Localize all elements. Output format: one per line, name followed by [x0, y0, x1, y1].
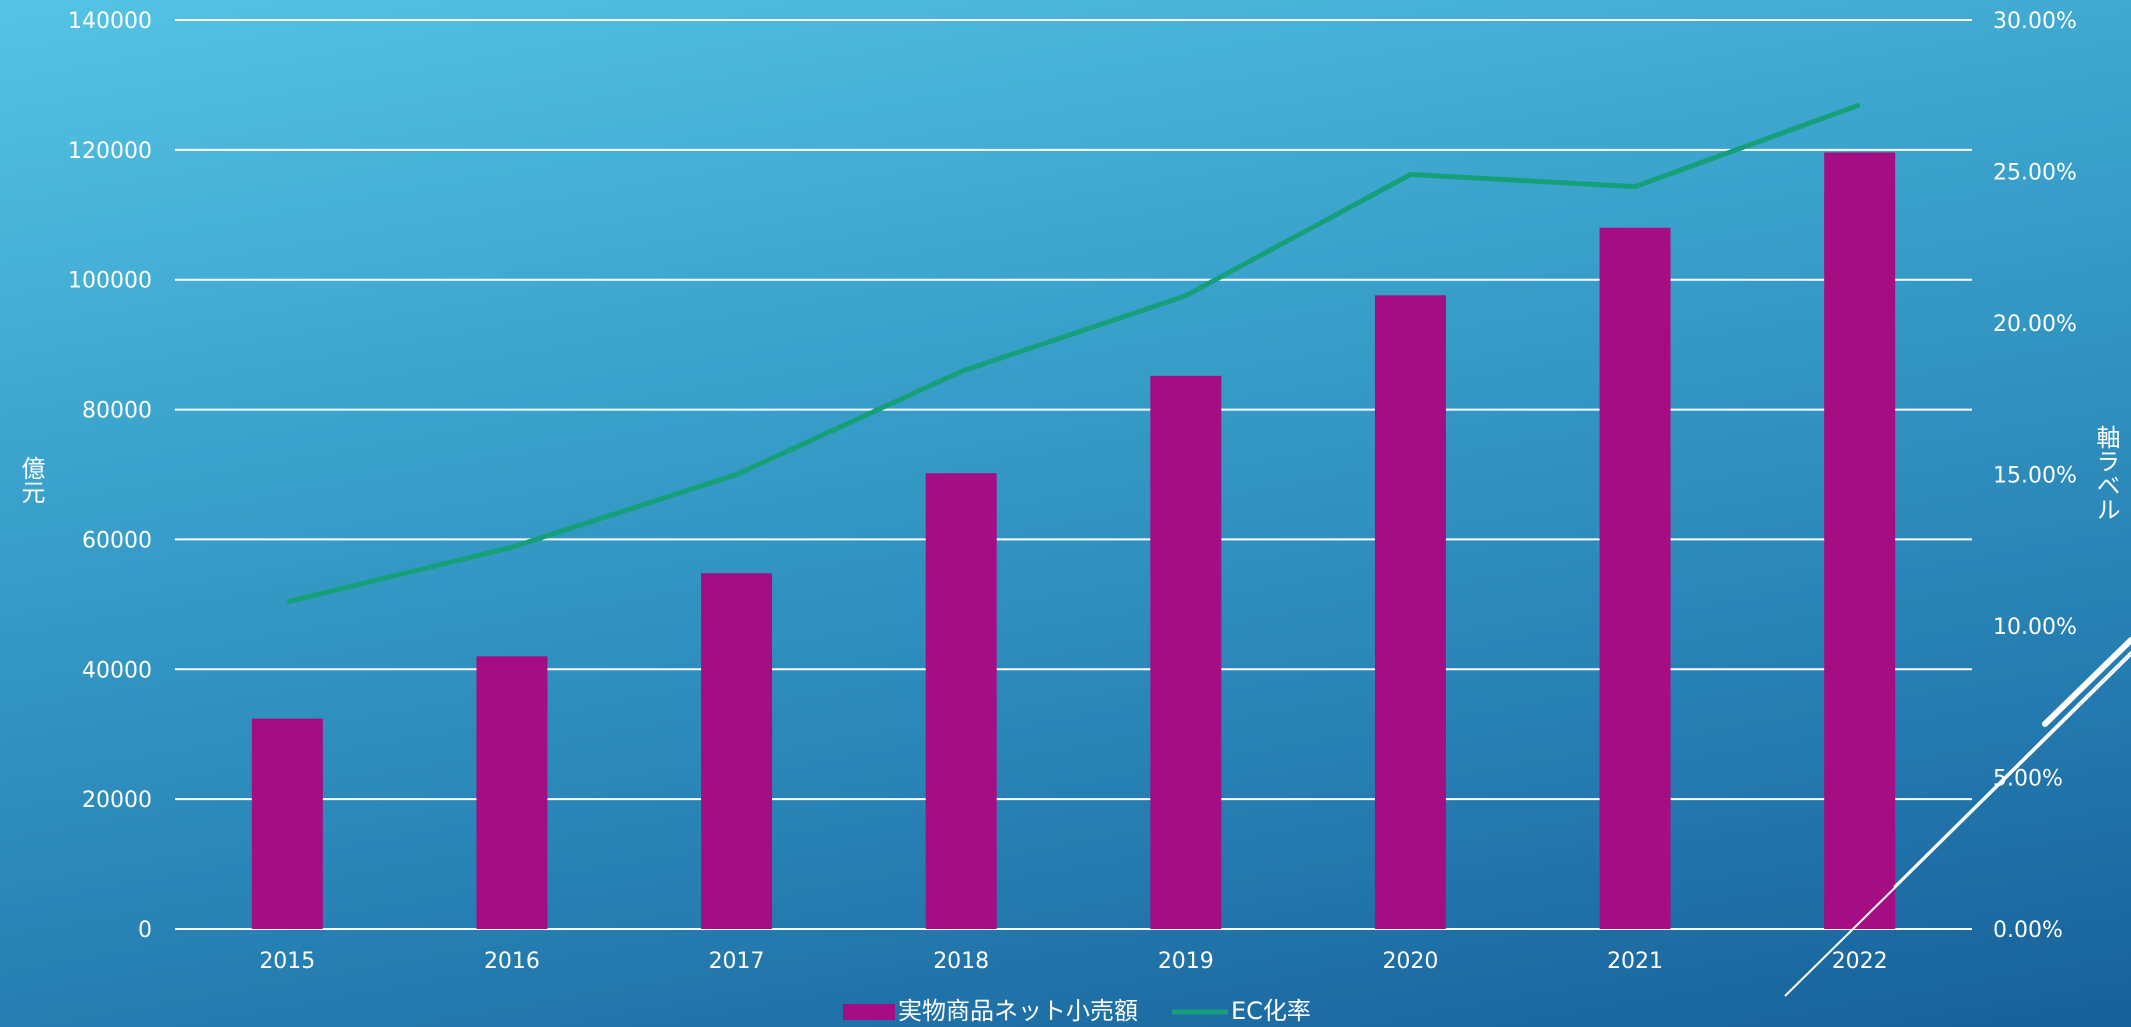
bar-series — [251, 152, 1896, 930]
bar — [1374, 295, 1446, 930]
bar — [1599, 227, 1671, 929]
x-tick-label: 2021 — [1607, 949, 1663, 974]
x-tick-label: 2022 — [1832, 949, 1888, 974]
left-axis-ticks: 0 20000 40000 60000 80000 100000 120000 140000 — [68, 9, 152, 943]
legend: 実物商品ネット小売額 EC化率 — [843, 997, 1311, 1025]
legend-label-bars: 実物商品ネット小売額 — [898, 997, 1138, 1025]
bar — [251, 718, 323, 929]
bar — [1824, 152, 1896, 929]
right-tick-label: 15.00% — [1993, 464, 2077, 489]
right-axis-ticks: 0.00%5.00%10.00%15.00%20.00%25.00%30.00% — [1993, 9, 2077, 943]
left-tick-label: 100000 — [68, 269, 152, 294]
legend-swatch-bars — [843, 1004, 895, 1020]
right-tick-label: 0.00% — [1993, 918, 2063, 943]
series-line — [286, 102, 1861, 605]
left-tick-label: 80000 — [82, 399, 152, 424]
bar — [476, 656, 548, 929]
x-tick-label: 2017 — [709, 949, 765, 974]
x-tick-label: 2016 — [484, 949, 540, 974]
x-tick-label: 2015 — [259, 949, 315, 974]
legend-label-line: EC化率 — [1231, 997, 1311, 1025]
right-axis-title: 軸ラベル — [2092, 425, 2120, 521]
line-series — [286, 102, 1861, 605]
gridlines — [175, 19, 1972, 930]
x-axis-ticks: 2015 2016 2017 2018 2019 2020 2021 2022 — [259, 949, 1887, 974]
bar — [1150, 375, 1222, 929]
left-axis-title: 億元 — [17, 456, 45, 504]
right-tick-label: 10.00% — [1993, 615, 2077, 640]
left-tick-label: 0 — [138, 918, 152, 943]
left-tick-label: 140000 — [68, 9, 152, 34]
right-tick-label: 25.00% — [1993, 161, 2077, 186]
left-tick-label: 120000 — [68, 139, 152, 164]
left-tick-label: 40000 — [82, 658, 152, 683]
decorative-lines — [1784, 637, 2131, 997]
left-tick-label: 20000 — [82, 788, 152, 813]
bar — [925, 473, 997, 929]
x-tick-label: 2020 — [1382, 949, 1438, 974]
right-tick-label: 20.00% — [1993, 312, 2077, 337]
right-tick-label: 30.00% — [1993, 9, 2077, 34]
left-tick-label: 60000 — [82, 528, 152, 553]
x-tick-label: 2018 — [933, 949, 989, 974]
x-tick-label: 2019 — [1158, 949, 1214, 974]
bar — [701, 573, 773, 929]
